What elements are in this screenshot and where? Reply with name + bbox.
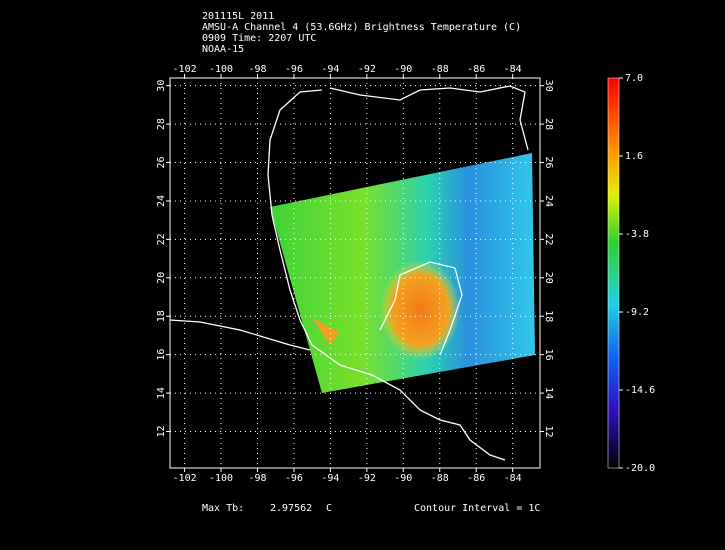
colorbar-label: 7.0	[625, 73, 643, 84]
lat-tick-label: 22	[156, 233, 167, 245]
lon-tick-label: -102	[173, 473, 197, 484]
lat-tick-label: 12	[543, 425, 554, 437]
coastline	[267, 89, 506, 461]
lat-tick-label: 14	[543, 387, 554, 399]
lon-tick-label: -90	[394, 473, 412, 484]
lat-tick-label: 24	[156, 195, 167, 207]
lat-tick-label: 20	[543, 272, 554, 284]
lon-tick-label: -100	[209, 473, 233, 484]
max-unit: C	[326, 503, 332, 514]
lon-tick-label: -98	[248, 473, 266, 484]
lon-tick-label: -92	[358, 473, 376, 484]
warm-patch	[312, 318, 340, 345]
header-line: 201115L 2011	[202, 11, 274, 22]
lon-tick-label: -96	[285, 473, 303, 484]
coastline	[170, 319, 311, 351]
lat-tick-label: 18	[156, 310, 167, 322]
lon-tick-label: -88	[431, 473, 449, 484]
coastline	[329, 85, 529, 151]
lat-tick-label: 14	[156, 387, 167, 399]
lat-tick-label: 24	[543, 195, 554, 207]
lon-tick-label: -84	[504, 64, 522, 75]
lon-tick-label: -86	[467, 473, 485, 484]
map-area	[170, 85, 535, 461]
lon-tick-label: -94	[321, 473, 339, 484]
lon-tick-label: -92	[358, 64, 376, 75]
colorbar-label: -14.6	[625, 385, 655, 396]
lon-tick-label: -98	[248, 64, 266, 75]
lat-tick-label: 30	[543, 80, 554, 92]
lon-tick-label: -102	[173, 64, 197, 75]
map-frame	[169, 77, 541, 469]
lat-tick-label: 16	[156, 349, 167, 361]
colorbar-label: -9.2	[625, 307, 649, 318]
contour-interval: Contour Interval = 1C	[414, 503, 540, 514]
lat-tick-label: 12	[156, 425, 167, 437]
header-line: 0909 Time: 2207 UTC	[202, 33, 316, 44]
lon-tick-label: -90	[394, 64, 412, 75]
lat-tick-label: 28	[156, 118, 167, 130]
header-line: NOAA-15	[202, 44, 244, 55]
coastline	[379, 261, 463, 356]
lon-tick-label: -96	[285, 64, 303, 75]
header-line: AMSU-A Channel 4 (53.6GHz) Brightness Te…	[202, 22, 521, 33]
lat-tick-label: 26	[543, 157, 554, 169]
colorbar-label: -3.8	[625, 229, 649, 240]
lat-tick-label: 22	[543, 233, 554, 245]
lat-tick-label: 30	[156, 80, 167, 92]
lat-tick-label: 28	[543, 118, 554, 130]
lon-tick-label: -100	[209, 64, 233, 75]
colorbar	[607, 77, 620, 469]
colorbar-label: -20.0	[625, 463, 655, 474]
lon-tick-label: -88	[431, 64, 449, 75]
lat-tick-label: 18	[543, 310, 554, 322]
max-label: Max Tb:	[202, 503, 244, 514]
lon-tick-label: -94	[321, 64, 339, 75]
lat-tick-label: 20	[156, 272, 167, 284]
lon-tick-label: -84	[504, 473, 522, 484]
lon-tick-label: -86	[467, 64, 485, 75]
colorbar-label: 1.6	[625, 151, 643, 162]
lat-tick-label: 26	[156, 157, 167, 169]
lat-tick-label: 16	[543, 349, 554, 361]
warm-core	[380, 260, 460, 360]
max-value: 2.97562	[270, 503, 312, 514]
